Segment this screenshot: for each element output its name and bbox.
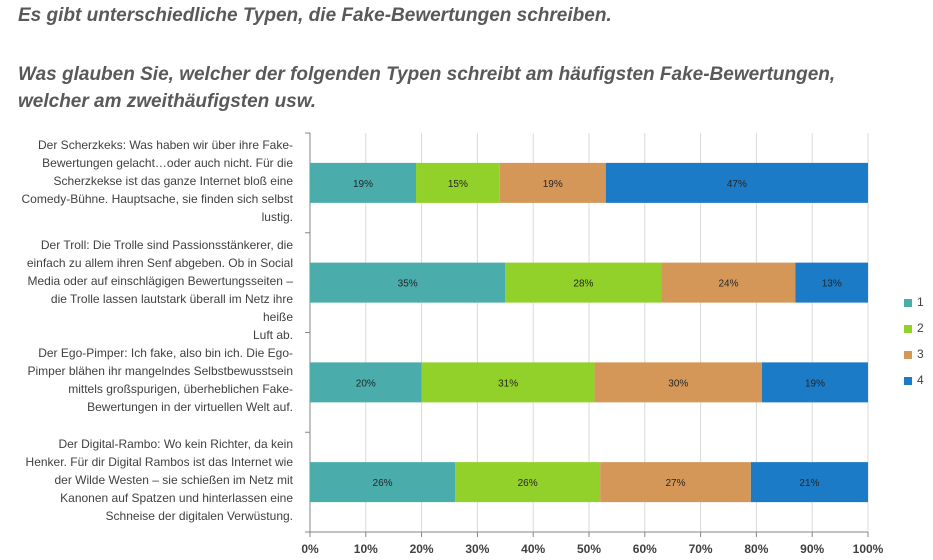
category-label-line: Bewertungen gelacht…oder auch nicht. Für… [42, 155, 293, 170]
data-label: 15% [448, 179, 468, 190]
category-label: Der Troll: Die Trolle sind Passionsstänk… [18, 236, 293, 344]
data-label: 19% [353, 179, 373, 190]
bar-segment [795, 262, 868, 303]
chart-title-line-1: Es gibt unterschiedliche Typen, die Fake… [18, 5, 612, 26]
bar-segment [505, 262, 662, 303]
category-label-line: lustig. [261, 209, 293, 224]
category-label-line: der Wilde Westen – sie schießen im Netz … [54, 473, 293, 488]
x-tick-label: 10% [354, 542, 378, 556]
category-label-line: Henker. Für dir Digital Rambos ist das I… [25, 455, 293, 470]
category-label-line: einfach zu allem ihren Senf abgeben. Ob … [26, 255, 293, 270]
legend-label: 1 [917, 295, 924, 309]
legend-label: 4 [917, 373, 924, 387]
category-label-line: Media oder auf einschlägigen Bewertungss… [27, 273, 293, 288]
bar-segment [421, 362, 595, 403]
data-label: 24% [718, 279, 738, 290]
x-tick-label: 20% [410, 542, 434, 556]
x-tick-label: 50% [577, 542, 601, 556]
data-label: 47% [727, 179, 747, 190]
x-tick-label: 100% [853, 542, 884, 556]
bar-segment [594, 362, 762, 403]
x-tick-label: 70% [689, 542, 713, 556]
data-label: 31% [498, 378, 518, 389]
bar-segment [750, 462, 868, 503]
data-label: 26% [373, 478, 393, 489]
data-label: 26% [518, 478, 538, 489]
bar-segment [661, 262, 796, 303]
chart-question-line-1: Was glauben Sie, welcher der folgenden T… [18, 64, 836, 85]
data-label: 13% [822, 279, 842, 290]
data-label: 28% [573, 279, 593, 290]
category-label-line: Pimper blähen ihr mangelndes Selbstbewus… [27, 364, 293, 379]
category-label-line: Luft ab. [252, 327, 293, 342]
legend-swatch [904, 299, 912, 307]
category-label-line: mittels großspurigen, überheblichen Fake… [68, 382, 293, 397]
data-label: 20% [356, 378, 376, 389]
bar-segment [600, 462, 751, 503]
data-label: 30% [668, 378, 688, 389]
bar-segment [310, 462, 456, 503]
data-label: 19% [543, 179, 563, 190]
data-label: 21% [799, 478, 819, 489]
data-label: 35% [398, 279, 418, 290]
x-tick-label: 60% [633, 542, 657, 556]
x-tick-label: 80% [744, 542, 768, 556]
category-label-line: Scherzkekse ist das ganze Internet bloß … [53, 173, 293, 188]
bar-segment [310, 262, 506, 303]
bar-segment [455, 462, 601, 503]
x-tick-label: 40% [521, 542, 545, 556]
data-label: 19% [805, 378, 825, 389]
x-tick-label: 90% [800, 542, 824, 556]
legend-swatch [904, 325, 912, 333]
data-label: 27% [665, 478, 685, 489]
legend-swatch [904, 351, 912, 359]
legend-swatch [904, 377, 912, 385]
category-label-line: Bewertungen in der virtuellen Welt auf. [87, 400, 293, 415]
category-label-line: die Trolle lassen lautstark überall im N… [50, 291, 293, 324]
category-label-line: Schneise der digitalen Verwüstung. [105, 509, 293, 524]
category-label-line: Der Ego-Pimper: Ich fake, also bin ich. … [38, 346, 293, 361]
category-label-line: Comedy-Bühne. Hauptsache, sie finden sic… [21, 191, 293, 206]
x-tick-label: 0% [301, 542, 319, 556]
bar-segment [499, 162, 606, 203]
legend-label: 2 [917, 321, 924, 335]
category-label-line: Kanonen auf Spatzen und hinterlassen ein… [60, 491, 293, 506]
chart-question-line-2: welcher am zweithäufigsten usw. [18, 91, 317, 112]
legend-label: 3 [917, 347, 924, 361]
category-label-line: Der Troll: Die Trolle sind Passionsstänk… [40, 237, 293, 252]
category-label: Der Ego-Pimper: Ich fake, also bin ich. … [18, 344, 293, 416]
category-label-line: Der Scherzkeks: Was haben wir über ihre … [38, 137, 293, 152]
category-label: Der Digital-Rambo: Wo kein Richter, da k… [18, 435, 293, 525]
category-label: Der Scherzkeks: Was haben wir über ihre … [18, 136, 293, 226]
bar-segment [416, 162, 500, 203]
x-tick-label: 30% [465, 542, 489, 556]
category-label-line: Der Digital-Rambo: Wo kein Richter, da k… [58, 437, 293, 452]
bar-segment [761, 362, 868, 403]
bar-segment [310, 162, 417, 203]
bar-segment [605, 162, 868, 203]
bar-segment [310, 362, 422, 403]
